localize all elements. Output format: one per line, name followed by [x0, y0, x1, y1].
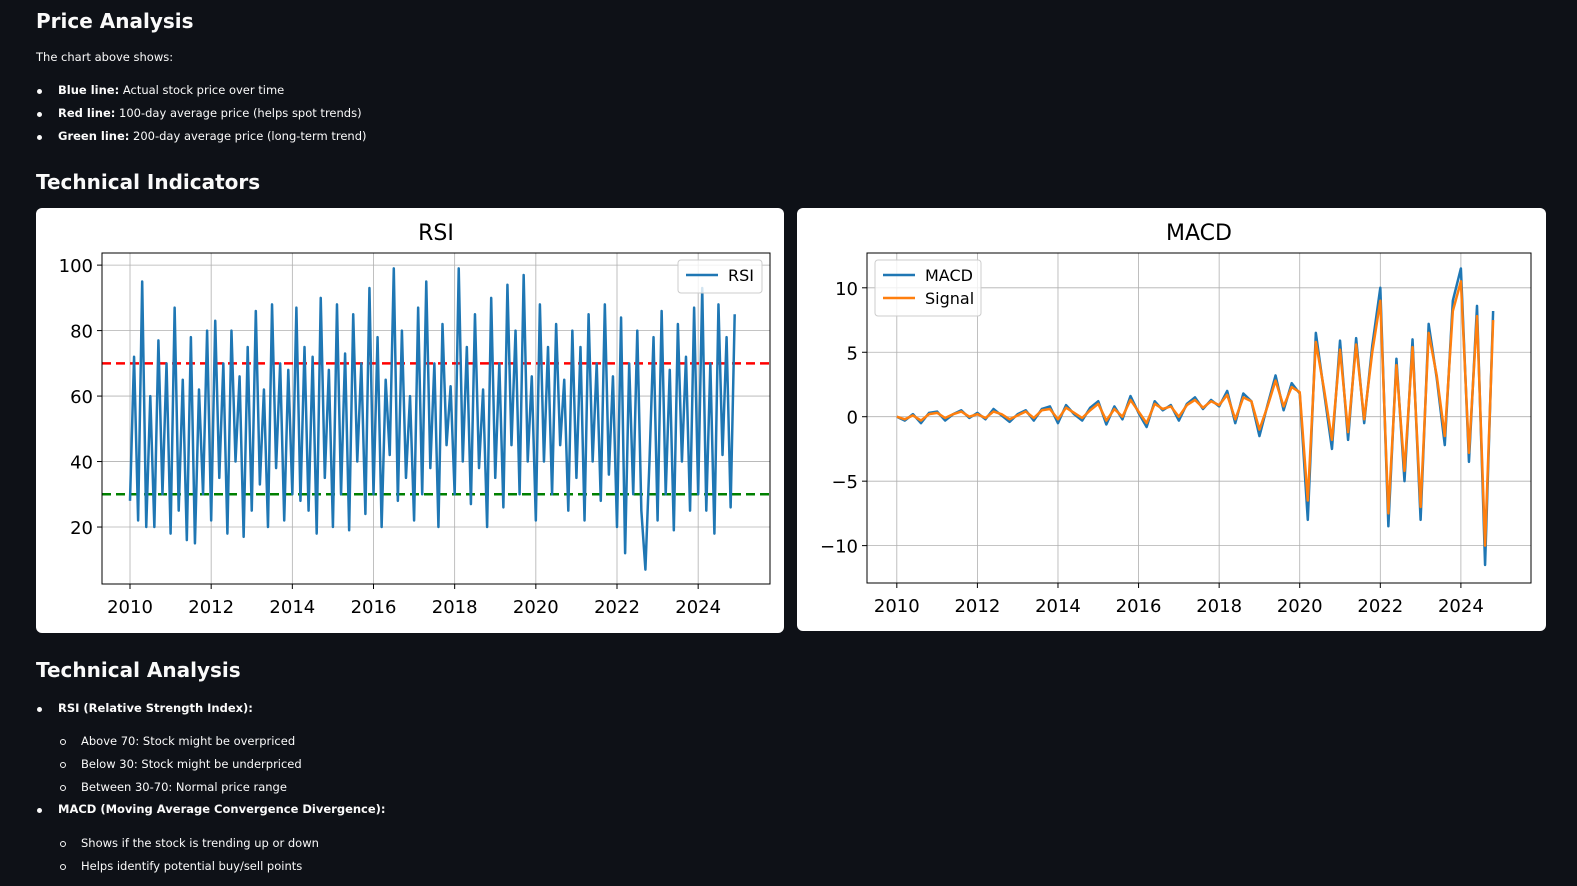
bullet [60, 739, 66, 745]
legend-label: Signal [925, 289, 974, 308]
x-tick-label: 2024 [675, 597, 721, 618]
y-tick-label: −5 [831, 472, 858, 493]
list-item: Between 30-70: Normal price range [81, 780, 287, 794]
text: 200-day average price (long-term trend) [133, 129, 367, 143]
x-tick-label: 2012 [954, 596, 1000, 617]
x-tick-label: 2020 [513, 597, 559, 618]
list-item: Red line: 100-day average price (helps s… [58, 106, 362, 120]
y-tick-label: 100 [59, 256, 93, 277]
x-tick-label: 2012 [188, 597, 234, 618]
x-tick-label: 2022 [1357, 596, 1403, 617]
text: Actual stock price over time [122, 83, 285, 97]
bullet [37, 112, 42, 117]
y-tick-label: 40 [70, 453, 93, 474]
label: Red line: [58, 106, 116, 120]
list-item: Helps identify potential buy/sell points [81, 859, 303, 873]
list-item: RSI (Relative Strength Index): [58, 701, 253, 715]
y-tick-label: 0 [847, 408, 858, 429]
series-line [896, 280, 1495, 547]
legend-box [677, 259, 763, 294]
chart: MACD 2010 2012 2014 2016 2018 2020 2022 2024 −10 −… [820, 221, 1532, 617]
list-item: Below 30: Stock might be underpriced [81, 757, 302, 771]
x-tick-label: 2014 [269, 597, 315, 618]
bullet [37, 707, 42, 712]
heading: Price Analysis [36, 9, 194, 33]
bullet [60, 785, 66, 791]
list-item: Blue line: Actual stock price over time [58, 83, 284, 97]
chart-card: RSI 2010 2012 2014 2016 2018 2020 2022 2024 20 40 6… [36, 208, 784, 633]
y-tick-label: 10 [835, 279, 858, 300]
bullet [60, 762, 66, 768]
paragraph: The chart above shows: [36, 50, 174, 64]
x-tick-label: 2010 [107, 597, 153, 618]
text: 100-day average price (helps spot trends… [119, 106, 362, 120]
heading: Technical Indicators [36, 170, 261, 194]
x-tick-label: 2018 [432, 597, 478, 618]
y-tick-label: −10 [820, 537, 858, 558]
bullet [60, 841, 66, 847]
label: Blue line: [58, 83, 120, 97]
y-tick-label: 60 [70, 387, 93, 408]
list-item: Green line: 200-day average price (long-… [58, 129, 367, 143]
x-tick-label: 2022 [594, 597, 640, 618]
x-tick-label: 2016 [1116, 596, 1162, 617]
legend-label: RSI [728, 266, 754, 285]
bullet [60, 864, 66, 870]
x-tick-label: 2010 [874, 596, 920, 617]
legend-label: MACD [925, 266, 973, 285]
x-tick-label: 2018 [1196, 596, 1242, 617]
y-tick-label: 80 [70, 322, 93, 343]
y-tick-label: 5 [847, 343, 858, 364]
plot-frame [866, 252, 1532, 584]
chart-card: MACD 2010 2012 2014 2016 2018 2020 2022 2024 −10 −… [797, 208, 1546, 631]
chart-title: RSI [418, 221, 454, 246]
chart: RSI 2010 2012 2014 2016 2018 2020 2022 2024 20 40 6… [59, 221, 771, 618]
plot-frame [101, 252, 771, 585]
y-tick-label: 20 [70, 518, 93, 539]
chart-title: MACD [1166, 221, 1232, 246]
list-item: Shows if the stock is trending up or dow… [81, 836, 319, 850]
x-tick-label: 2014 [1035, 596, 1081, 617]
bullet [37, 808, 42, 813]
bullet [37, 135, 42, 140]
label: Green line: [58, 129, 130, 143]
list-item: MACD (Moving Average Convergence Diverge… [58, 802, 386, 816]
x-tick-label: 2016 [351, 597, 397, 618]
list-item: Above 70: Stock might be overpriced [81, 734, 296, 748]
bullet [37, 89, 42, 94]
x-tick-label: 2020 [1277, 596, 1323, 617]
x-tick-label: 2024 [1438, 596, 1484, 617]
heading: Technical Analysis [36, 658, 241, 682]
series-line [128, 267, 736, 571]
